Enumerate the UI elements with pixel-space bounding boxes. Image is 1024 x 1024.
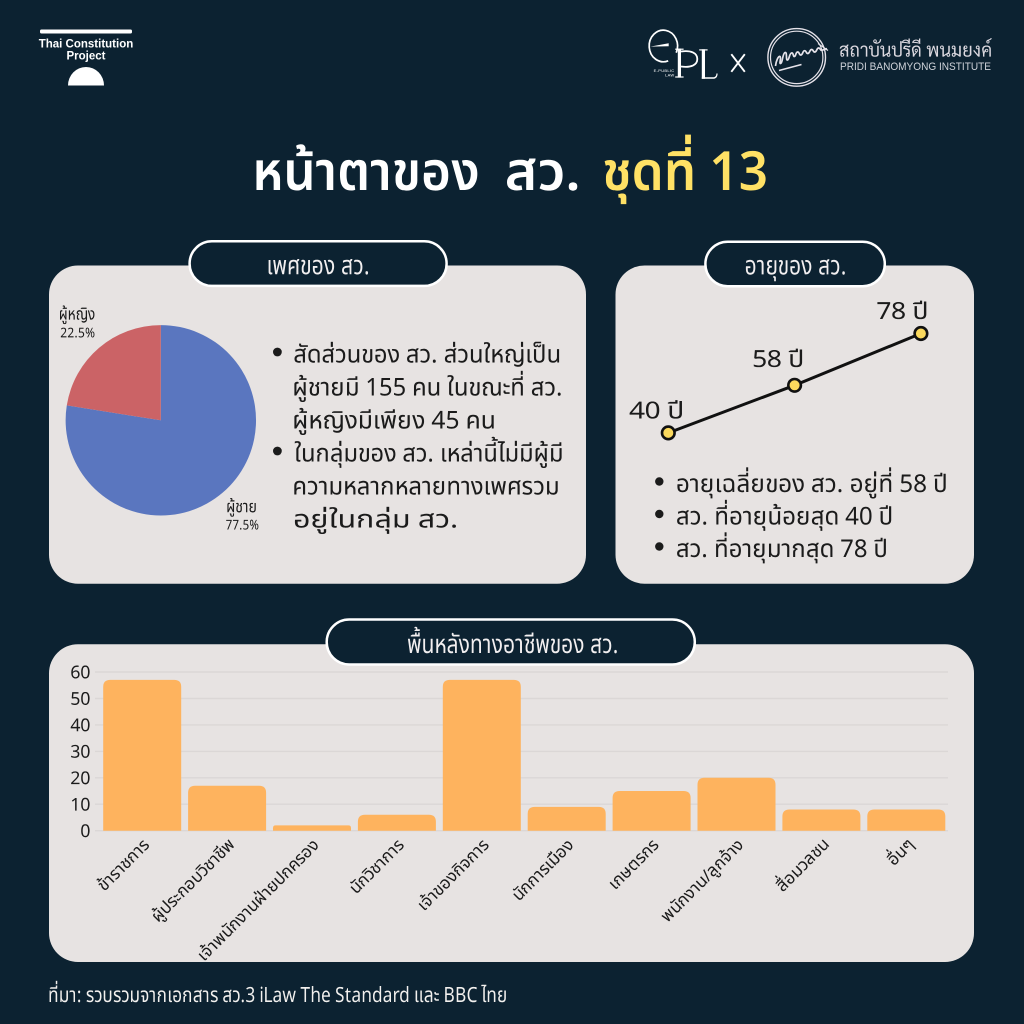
svg-text:Thai Constitution: Thai Constitution xyxy=(39,39,134,51)
svg-text:Project: Project xyxy=(67,51,106,63)
svg-text:E-PUBLIC: E-PUBLIC xyxy=(654,68,675,73)
svg-text:PRIDI BANOMYONG INSTITUTE: PRIDI BANOMYONG INSTITUTE xyxy=(840,61,991,73)
svg-text:LAW: LAW xyxy=(665,73,674,78)
